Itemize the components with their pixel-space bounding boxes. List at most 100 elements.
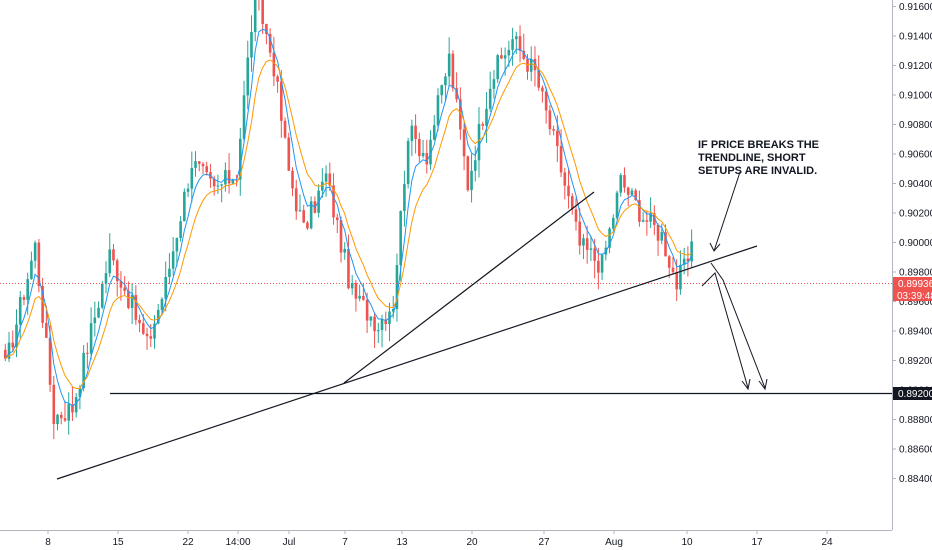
candle (418, 132, 421, 162)
candle (26, 272, 29, 315)
candle (585, 225, 589, 264)
candle (686, 246, 690, 277)
candle (567, 169, 570, 209)
annotation-line-2: TRENDLINE, SHORT (698, 152, 806, 164)
candle (578, 208, 582, 255)
candle (641, 212, 645, 223)
candle (22, 294, 26, 306)
candle (347, 234, 350, 290)
y-tick-label: 0.90600 (899, 150, 932, 161)
candle (179, 216, 182, 242)
candle (522, 33, 526, 61)
candle (608, 226, 611, 254)
x-tick-label: 10 (681, 537, 693, 548)
candle (421, 139, 425, 159)
candle (515, 31, 518, 54)
candle (298, 194, 302, 212)
annotation-note[interactable]: IF PRICE BREAKS THE TRENDLINE, SHORT SET… (698, 139, 819, 177)
y-tick-label: 0.89800 (899, 268, 932, 279)
y-tick-label: 0.90000 (899, 238, 932, 249)
candle (100, 280, 104, 310)
candle (488, 71, 492, 112)
candle (440, 84, 444, 104)
candle (339, 216, 343, 263)
candle (630, 188, 634, 196)
x-tick-label: 13 (396, 537, 408, 548)
x-tick-label: 8 (45, 537, 51, 548)
candle (455, 72, 458, 103)
candle (306, 220, 309, 231)
candle (500, 47, 503, 60)
candle (388, 302, 391, 342)
projection-path-left (701, 272, 749, 389)
candle (358, 284, 361, 302)
long-trendline[interactable] (56, 245, 758, 480)
y-tick-label: 0.89200 (899, 356, 932, 367)
steep-trendline[interactable] (343, 191, 595, 384)
annotation-arrow-line (713, 171, 741, 252)
candle (582, 233, 585, 260)
candle (168, 253, 171, 285)
candle (380, 314, 384, 348)
candle (473, 145, 477, 182)
candle (589, 236, 593, 262)
ma-slow-line (4, 59, 692, 390)
candle (492, 70, 496, 99)
candle (328, 162, 332, 191)
annotation-line-3: SETUPS ARE INVALID. (698, 165, 817, 177)
candle (197, 161, 201, 172)
x-tick-label: 27 (538, 537, 550, 548)
candle (623, 167, 626, 193)
candle (377, 322, 380, 344)
y-tick-label: 0.89400 (899, 327, 932, 338)
candle (309, 196, 313, 230)
annotation-arrow-head (709, 242, 721, 252)
candle (63, 400, 67, 422)
y-tick-label: 0.91200 (899, 61, 932, 72)
candle (570, 193, 574, 215)
candle (37, 239, 41, 293)
candle (485, 92, 488, 143)
candle (634, 188, 637, 201)
y-tick-label: 0.91000 (899, 91, 932, 102)
y-tick-label: 0.88400 (899, 474, 932, 485)
candle (548, 105, 552, 136)
candle (41, 277, 44, 328)
candle (74, 393, 78, 418)
candle (597, 247, 600, 290)
candle (302, 204, 305, 224)
current-price-tag: 0.89936 03:39:48 (893, 277, 932, 302)
candle (615, 190, 619, 220)
candle (324, 165, 328, 197)
candle (59, 411, 63, 425)
x-tick-label: 24 (821, 537, 833, 548)
candle (220, 183, 223, 203)
y-tick-label: 0.90400 (899, 179, 932, 190)
candle (369, 316, 373, 327)
moving-averages-layer (4, 28, 693, 407)
drawings-layer (0, 171, 892, 480)
candle (559, 129, 563, 178)
candle (656, 223, 660, 256)
candle (261, 0, 264, 34)
candle (283, 117, 287, 139)
candle (138, 314, 141, 333)
candle (268, 28, 272, 58)
candle (89, 307, 93, 360)
ma-fast-line (4, 28, 693, 407)
candle (265, 23, 268, 45)
candle (496, 53, 499, 83)
y-tick-label: 0.90200 (899, 209, 932, 220)
x-tick-label: Jul (283, 537, 296, 548)
price-axis[interactable]: 0.884000.886000.888000.890000.892000.894… (892, 0, 932, 530)
candle (93, 301, 97, 337)
candle (332, 173, 335, 225)
candle (470, 153, 473, 203)
candle (52, 375, 56, 440)
candle (186, 183, 190, 198)
time-axis[interactable]: 8 15 22 14:00 Jul 7 13 20 27 Aug 10 17 24 (0, 530, 932, 550)
candle (544, 87, 548, 124)
y-tick-label: 0.90800 (899, 120, 932, 131)
